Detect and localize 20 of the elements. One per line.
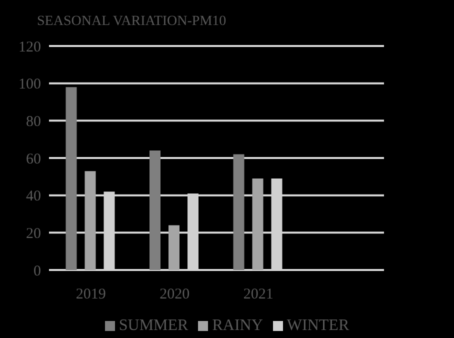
chart-title: SEASONAL VARIATION-PM10 <box>37 14 226 30</box>
y-tick-label: 80 <box>26 114 41 130</box>
x-tick-label: 2021 <box>243 286 274 303</box>
y-tick-label: 60 <box>26 151 41 168</box>
y-tick-label: 0 <box>34 263 41 280</box>
y-tick-label: 40 <box>26 188 41 205</box>
legend-label: WINTER <box>286 317 350 334</box>
x-tick-label: 2019 <box>76 286 106 303</box>
bar <box>168 225 180 270</box>
x-tick-label: 2020 <box>160 286 190 303</box>
bar <box>233 154 244 270</box>
legend-label: RAINY <box>212 317 263 334</box>
y-tick-label: 20 <box>26 226 41 242</box>
bar <box>84 171 96 270</box>
legend-label: SUMMER <box>118 317 188 334</box>
y-tick-label: 120 <box>18 39 41 56</box>
y-tick-label: 100 <box>18 76 41 93</box>
bar <box>66 87 77 270</box>
bar <box>150 150 160 270</box>
bar <box>252 178 264 270</box>
